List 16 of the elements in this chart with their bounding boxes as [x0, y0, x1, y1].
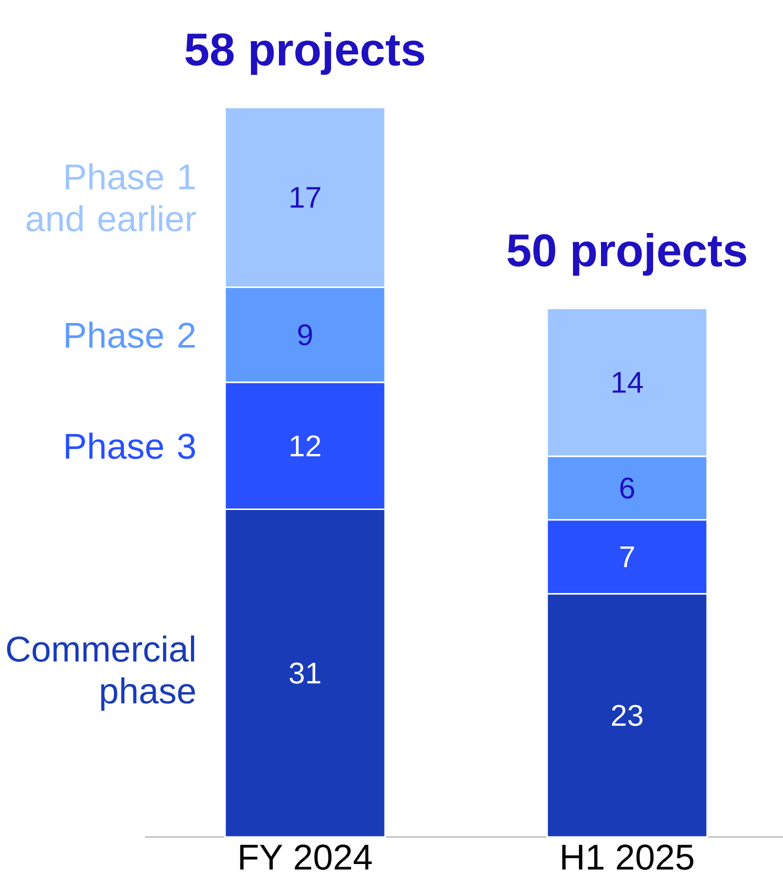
annotation: 50 projects: [508, 232, 746, 276]
series-label: Commercial phase: [7, 635, 195, 711]
data-label: 23: [612, 704, 642, 726]
series-label: Phase 3: [66, 432, 195, 459]
data-label: 7: [620, 546, 634, 568]
x-tick-label: FY 2024: [240, 844, 372, 870]
data-label: 17: [290, 187, 320, 208]
data-label: 31: [290, 662, 320, 684]
series-label: Phase 2: [66, 322, 195, 348]
data-label: 14: [612, 372, 643, 393]
x-tick-label: H1 2025: [562, 844, 694, 870]
data-label: 6: [620, 478, 634, 499]
series-label: Phase 1 and earlier: [26, 163, 196, 232]
data-label: 12: [290, 435, 320, 456]
text: 58 projects: [185, 32, 424, 75]
data-label: 9: [298, 324, 312, 346]
